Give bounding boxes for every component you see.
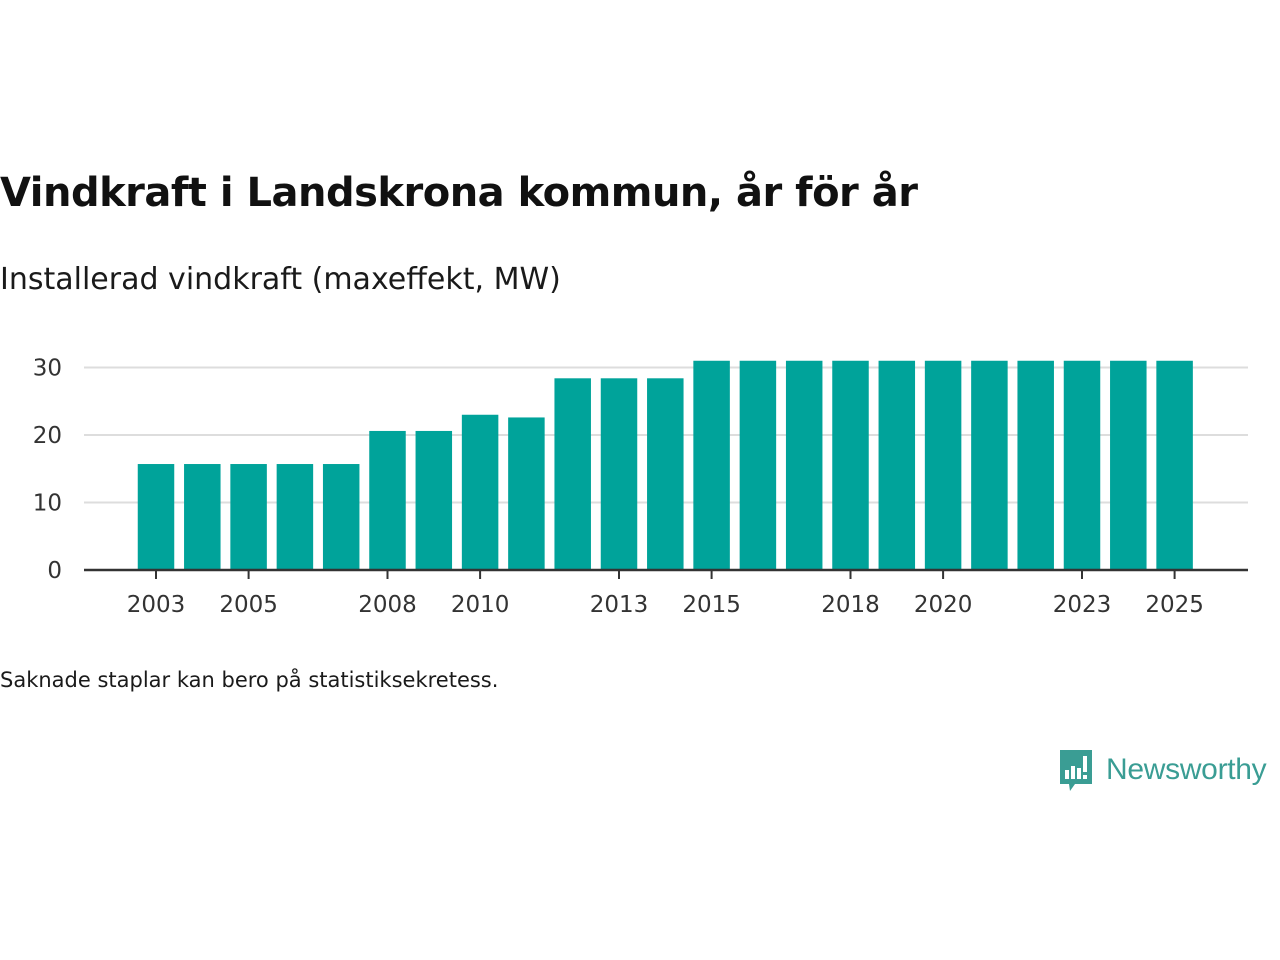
brand-name: Newsworthy	[1106, 753, 1267, 786]
x-tick-label: 2015	[682, 592, 741, 618]
bar-2012	[554, 378, 591, 570]
bar-2019	[878, 360, 916, 570]
x-tick-label: 2008	[358, 592, 417, 618]
x-axis-ticks: 2003 2005 2008 2010 2013 2015 2018 2020 2023 2025	[127, 570, 1204, 618]
x-tick-label: 2018	[821, 592, 880, 618]
bar-2023	[1063, 360, 1101, 570]
bar-2005	[230, 464, 267, 570]
bar-2003	[137, 464, 175, 570]
bar-2024	[1110, 360, 1147, 570]
x-tick-label: 2020	[914, 592, 973, 618]
y-tick-label: 10	[33, 491, 62, 517]
y-tick-label: 20	[33, 423, 62, 449]
chart-subtitle: Installerad vindkraft (maxeffekt, MW)	[0, 262, 561, 297]
y-tick-label: 30	[33, 356, 62, 382]
bar-2006	[276, 464, 314, 570]
bar-2014	[647, 378, 684, 570]
x-tick-label: 2003	[127, 592, 186, 618]
y-tick-label: 0	[47, 558, 62, 584]
bar-2020	[924, 360, 962, 570]
y-axis-ticks: 0 10 20 30	[33, 356, 62, 585]
bar-2025	[1156, 360, 1193, 570]
chart-title: Vindkraft i Landskrona kommun, år för år	[0, 170, 918, 216]
x-tick-label: 2023	[1053, 592, 1112, 618]
x-tick-label: 2010	[451, 592, 510, 618]
bar-2013	[600, 378, 638, 570]
x-tick-label: 2005	[219, 592, 278, 618]
x-tick-label: 2013	[590, 592, 649, 618]
newsworthy-logo-icon	[1060, 750, 1092, 791]
bar-2017	[785, 360, 823, 570]
footnote: Saknade staplar kan bero på statistiksek…	[0, 668, 499, 692]
bar-2021	[971, 360, 1008, 570]
bar-2004	[184, 464, 221, 570]
bar-2015	[693, 360, 730, 570]
bar-2008	[369, 430, 406, 570]
brand: Newsworthy	[1058, 748, 1267, 792]
x-tick-label: 2025	[1145, 592, 1204, 618]
bar-2018	[832, 360, 869, 570]
bar-2009	[415, 430, 453, 570]
bar-2016	[739, 360, 777, 570]
bar-chart: 0 10 20 30 2003 2005 2008 2010 2013 2015 2018 2020…	[33, 356, 1248, 618]
bar-2022	[1017, 360, 1054, 570]
bar-2010	[461, 414, 499, 570]
bar-2011	[508, 417, 545, 570]
bar-2007	[322, 464, 360, 570]
bars	[137, 360, 1193, 570]
